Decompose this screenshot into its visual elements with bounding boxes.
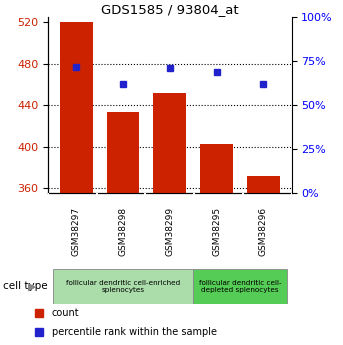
Bar (60, 22, 93, 193)
Text: follicular dendritic cell-
depleted splenocytes: follicular dendritic cell- depleted sple… (199, 280, 281, 293)
Text: follicular dendritic cell-enriched
splenocytes: follicular dendritic cell-enriched splen… (66, 280, 180, 293)
Text: percentile rank within the sample: percentile rank within the sample (52, 327, 217, 337)
Bar (193, 269, 287, 304)
Title: GDS1585 / 93804_at: GDS1585 / 93804_at (101, 3, 239, 16)
Bar (107, 112, 139, 193)
Bar (200, 144, 233, 193)
Text: GSM38298: GSM38298 (118, 207, 128, 256)
Text: GSM38295: GSM38295 (212, 207, 221, 256)
Text: GSM38296: GSM38296 (259, 207, 268, 256)
Text: count: count (52, 308, 79, 318)
Text: GSM38299: GSM38299 (165, 207, 174, 256)
Text: cell type: cell type (3, 282, 48, 291)
Bar (153, 93, 186, 193)
Bar (247, 176, 280, 193)
Text: ▶: ▶ (28, 282, 37, 291)
Text: GSM38297: GSM38297 (72, 207, 81, 256)
Bar (53, 269, 193, 304)
